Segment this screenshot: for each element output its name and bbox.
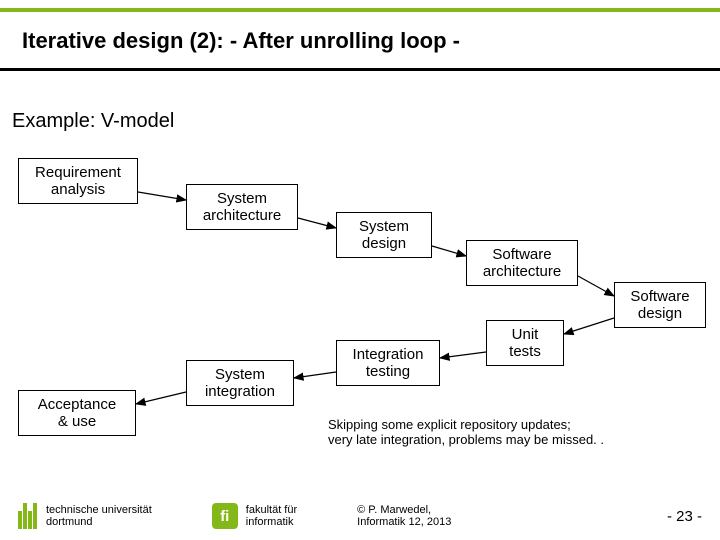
title-underline bbox=[0, 68, 720, 71]
top-green-rule bbox=[0, 8, 720, 12]
tu-text: technische universität dortmund bbox=[46, 504, 152, 528]
caption-line-1: Skipping some explicit repository update… bbox=[328, 418, 604, 433]
footer: technische universität dortmund fi fakul… bbox=[0, 492, 720, 540]
tu-logo bbox=[18, 503, 38, 529]
tu-logo-bar bbox=[23, 503, 27, 529]
tu-text-line2: dortmund bbox=[46, 516, 152, 528]
fi-text-line2: informatik bbox=[246, 516, 297, 528]
fi-text-line1: fakultät für bbox=[246, 504, 297, 516]
subtitle: Example: V-model bbox=[12, 110, 174, 133]
node-sysint: Systemintegration bbox=[186, 360, 294, 406]
tu-logo-bar bbox=[18, 511, 22, 529]
node-unit: Unittests bbox=[486, 320, 564, 366]
caption-line-2: very late integration, problems may be m… bbox=[328, 433, 604, 448]
fi-text: fakultät für informatik bbox=[246, 504, 297, 528]
page-title: Iterative design (2): - After unrolling … bbox=[22, 28, 460, 54]
fi-logo-icon: fi bbox=[212, 503, 238, 529]
page-number: - 23 - bbox=[667, 508, 702, 525]
tu-logo-bar bbox=[28, 511, 32, 529]
copyright-line1: © P. Marwedel, bbox=[357, 504, 451, 516]
diagram-caption: Skipping some explicit repository update… bbox=[328, 418, 604, 448]
node-sysdes: Systemdesign bbox=[336, 212, 432, 258]
copyright-line2: Informatik 12, 2013 bbox=[357, 516, 451, 528]
node-swdes: Softwaredesign bbox=[614, 282, 706, 328]
node-integ: Integrationtesting bbox=[336, 340, 440, 386]
flow-arrows bbox=[0, 0, 720, 540]
node-swarch: Softwarearchitecture bbox=[466, 240, 578, 286]
tu-logo-bar bbox=[33, 503, 37, 529]
fi-block: fi fakultät für informatik bbox=[212, 503, 297, 529]
copyright: © P. Marwedel, Informatik 12, 2013 bbox=[357, 504, 451, 528]
node-sysarch: Systemarchitecture bbox=[186, 184, 298, 230]
node-accept: Acceptance& use bbox=[18, 390, 136, 436]
tu-text-line1: technische universität bbox=[46, 504, 152, 516]
node-req: Requirementanalysis bbox=[18, 158, 138, 204]
